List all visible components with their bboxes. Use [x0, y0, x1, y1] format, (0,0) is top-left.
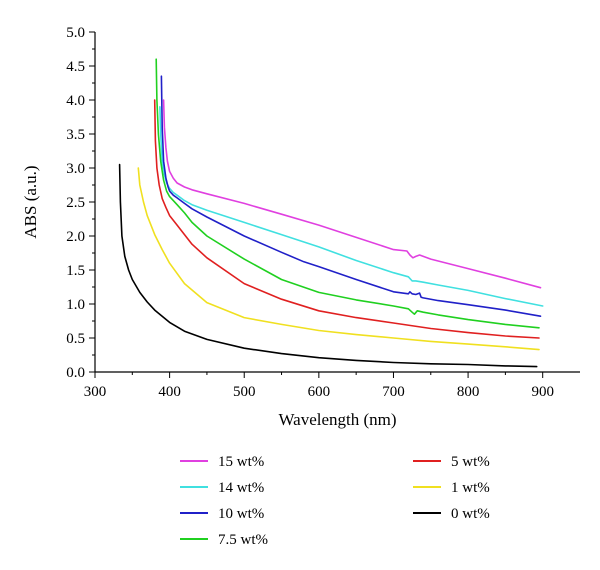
y-tick-label: 1.0: [66, 297, 85, 313]
legend: 15 wt% 14 wt% 10 wt% 7.5 wt% 5 wt% 1 wt% 0 wt%: [180, 454, 490, 548]
series-line-0-wt-: [118, 163, 538, 368]
plot-area: [118, 58, 544, 368]
x-tick-label: 700: [382, 384, 405, 400]
legend-item: 15 wt%: [180, 454, 264, 470]
y-axis-title: ABS (a.u.): [21, 165, 40, 238]
series-line-10-wt-: [160, 75, 542, 318]
y-tick-label: 4.5: [66, 59, 85, 75]
y-tick-label: 3.0: [66, 161, 85, 177]
legend-label: 10 wt%: [218, 506, 264, 522]
x-tick-label: 900: [531, 384, 554, 400]
y-tick-label: 2.5: [66, 195, 85, 211]
legend-item: 1 wt%: [413, 480, 490, 496]
axes: 300 400 500 600 700 800 900 0.0 0.5 1.0 1.5 2.0 2.5…: [66, 25, 580, 400]
legend-item: 0 wt%: [413, 506, 490, 522]
y-tick-label: 0.0: [66, 365, 85, 381]
x-tick-label: 400: [158, 384, 181, 400]
legend-label: 0 wt%: [451, 506, 490, 522]
y-tick-label: 1.5: [66, 263, 85, 279]
y-ticks: 0.0 0.5 1.0 1.5 2.0 2.5 3.0 3.5 4.0 4.5 5.0: [66, 25, 95, 381]
x-tick-label: 300: [84, 384, 107, 400]
series-line-5-wt-: [153, 99, 540, 339]
series-line-1-wt-: [137, 167, 540, 351]
series-line-14-wt-: [159, 106, 544, 307]
legend-label: 7.5 wt%: [218, 532, 268, 548]
legend-label: 15 wt%: [218, 454, 264, 470]
y-tick-label: 5.0: [66, 25, 85, 41]
x-axis-title: Wavelength (nm): [278, 410, 396, 429]
legend-item: 5 wt%: [413, 454, 490, 470]
x-tick-label: 600: [308, 384, 331, 400]
legend-label: 5 wt%: [451, 454, 490, 470]
legend-label: 14 wt%: [218, 480, 264, 496]
series-line-15-wt-: [162, 99, 542, 289]
x-ticks: 300 400 500 600 700 800 900: [84, 372, 554, 400]
y-tick-label: 2.0: [66, 229, 85, 245]
x-tick-label: 800: [457, 384, 480, 400]
y-tick-label: 4.0: [66, 93, 85, 109]
y-tick-label: 0.5: [66, 331, 85, 347]
legend-label: 1 wt%: [451, 480, 490, 496]
legend-item: 10 wt%: [180, 506, 264, 522]
legend-item: 14 wt%: [180, 480, 264, 496]
x-tick-label: 500: [233, 384, 256, 400]
y-tick-label: 3.5: [66, 127, 85, 143]
legend-item: 7.5 wt%: [180, 532, 268, 548]
series-line-7-5-wt-: [155, 58, 540, 329]
